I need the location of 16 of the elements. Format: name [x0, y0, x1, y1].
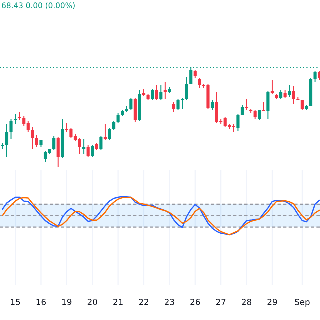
x-tick-label: 28: [242, 299, 252, 306]
x-tick-label: 23: [165, 299, 174, 306]
x-tick-label: Sep: [295, 299, 310, 307]
x-tick-label: 20: [88, 299, 98, 306]
candlestick: [108, 128, 112, 140]
x-tick-label: 21: [114, 299, 123, 306]
x-tick-label: 22: [139, 299, 148, 306]
x-tick-label: 29: [268, 299, 278, 306]
x-tick-label: 26: [190, 299, 200, 306]
candlestick: [206, 84, 210, 110]
x-tick-label: 15: [11, 299, 20, 306]
candlestick: [176, 98, 180, 110]
x-tick-label: 19: [62, 299, 72, 306]
x-tick-label: 16: [36, 299, 46, 306]
x-tick-label: 27: [216, 299, 226, 306]
candlestick: [10, 118, 13, 140]
